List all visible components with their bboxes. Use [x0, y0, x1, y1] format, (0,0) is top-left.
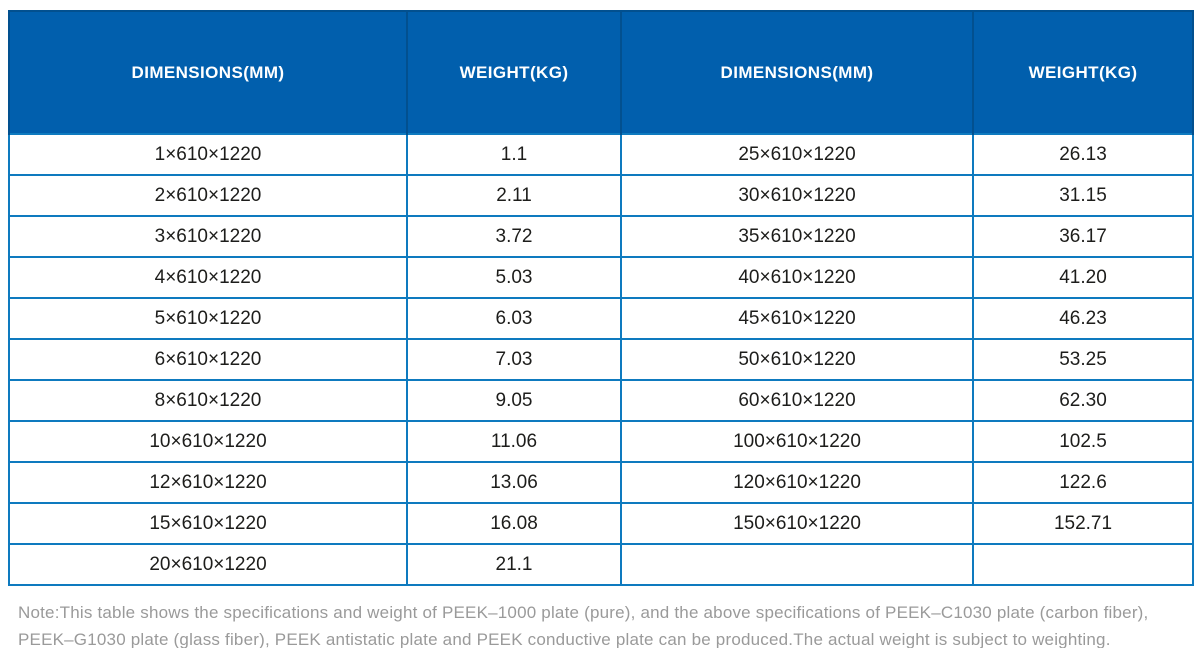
table-cell: 35×610×1220 [620, 215, 974, 258]
table-cell: 9.05 [406, 379, 622, 422]
table-cell: 5.03 [406, 256, 622, 299]
note-line-2: PEEK–G1030 plate (glass fiber), PEEK ant… [18, 630, 1111, 648]
table-cell: 16.08 [406, 502, 622, 545]
table-cell: 21.1 [406, 543, 622, 586]
table-row: 15×610×1220 16.08 150×610×1220 152.71 [8, 502, 1194, 545]
table-cell: 10×610×1220 [8, 420, 408, 463]
note-text: Note:This table shows the specifications… [18, 599, 1192, 648]
table-row: 4×610×1220 5.03 40×610×1220 41.20 [8, 256, 1194, 299]
table-cell: 150×610×1220 [620, 502, 974, 545]
table-cell: 12×610×1220 [8, 461, 408, 504]
table-row: 8×610×1220 9.05 60×610×1220 62.30 [8, 379, 1194, 422]
table-cell [972, 543, 1194, 586]
table-cell: 26.13 [972, 133, 1194, 176]
header-row: DIMENSIONS(MM) WEIGHT(KG) DIMENSIONS(MM)… [8, 10, 1194, 134]
table-cell: 41.20 [972, 256, 1194, 299]
table-row: 3×610×1220 3.72 35×610×1220 36.17 [8, 215, 1194, 258]
table-cell: 36.17 [972, 215, 1194, 258]
table-cell: 2.11 [406, 174, 622, 217]
table-cell: 7.03 [406, 338, 622, 381]
table-cell: 3.72 [406, 215, 622, 258]
table-cell: 30×610×1220 [620, 174, 974, 217]
table-cell: 4×610×1220 [8, 256, 408, 299]
table-cell: 46.23 [972, 297, 1194, 340]
table-cell: 1.1 [406, 133, 622, 176]
table-row: 2×610×1220 2.11 30×610×1220 31.15 [8, 174, 1194, 217]
table-cell: 60×610×1220 [620, 379, 974, 422]
table-cell: 31.15 [972, 174, 1194, 217]
column-header-weight-right: WEIGHT(KG) [972, 10, 1194, 134]
table-cell: 6.03 [406, 297, 622, 340]
table-cell: 45×610×1220 [620, 297, 974, 340]
note-line-1: Note:This table shows the specifications… [18, 603, 1149, 622]
table-row: 10×610×1220 11.06 100×610×1220 102.5 [8, 420, 1194, 463]
table-header: DIMENSIONS(MM) WEIGHT(KG) DIMENSIONS(MM)… [8, 10, 1194, 134]
table-cell: 120×610×1220 [620, 461, 974, 504]
table-cell: 122.6 [972, 461, 1194, 504]
column-header-dimensions-right: DIMENSIONS(MM) [620, 10, 973, 134]
table-cell: 25×610×1220 [620, 133, 974, 176]
table-row: 20×610×1220 21.1 [8, 543, 1194, 586]
table-cell: 2×610×1220 [8, 174, 408, 217]
table-cell: 50×610×1220 [620, 338, 974, 381]
table-row: 5×610×1220 6.03 45×610×1220 46.23 [8, 297, 1194, 340]
table-cell: 1×610×1220 [8, 133, 408, 176]
spec-table: DIMENSIONS(MM) WEIGHT(KG) DIMENSIONS(MM)… [8, 10, 1194, 586]
table-cell: 6×610×1220 [8, 338, 408, 381]
table-cell: 62.30 [972, 379, 1194, 422]
table-cell: 5×610×1220 [8, 297, 408, 340]
table-row: 6×610×1220 7.03 50×610×1220 53.25 [8, 338, 1194, 381]
table-cell: 40×610×1220 [620, 256, 974, 299]
table-row: 12×610×1220 13.06 120×610×1220 122.6 [8, 461, 1194, 504]
table-cell: 53.25 [972, 338, 1194, 381]
table-cell: 13.06 [406, 461, 622, 504]
table-cell: 8×610×1220 [8, 379, 408, 422]
column-header-weight-left: WEIGHT(KG) [406, 10, 621, 134]
table-cell: 15×610×1220 [8, 502, 408, 545]
table-body: 1×610×1220 1.1 25×610×1220 26.13 2×610×1220 2… [8, 133, 1194, 586]
table-row: 1×610×1220 1.1 25×610×1220 26.13 [8, 133, 1194, 176]
table-cell: 3×610×1220 [8, 215, 408, 258]
table-cell: 11.06 [406, 420, 622, 463]
table-cell: 100×610×1220 [620, 420, 974, 463]
table-cell: 20×610×1220 [8, 543, 408, 586]
column-header-dimensions-left: DIMENSIONS(MM) [8, 10, 407, 134]
table-cell [620, 543, 974, 586]
table-cell: 152.71 [972, 502, 1194, 545]
table-cell: 102.5 [972, 420, 1194, 463]
